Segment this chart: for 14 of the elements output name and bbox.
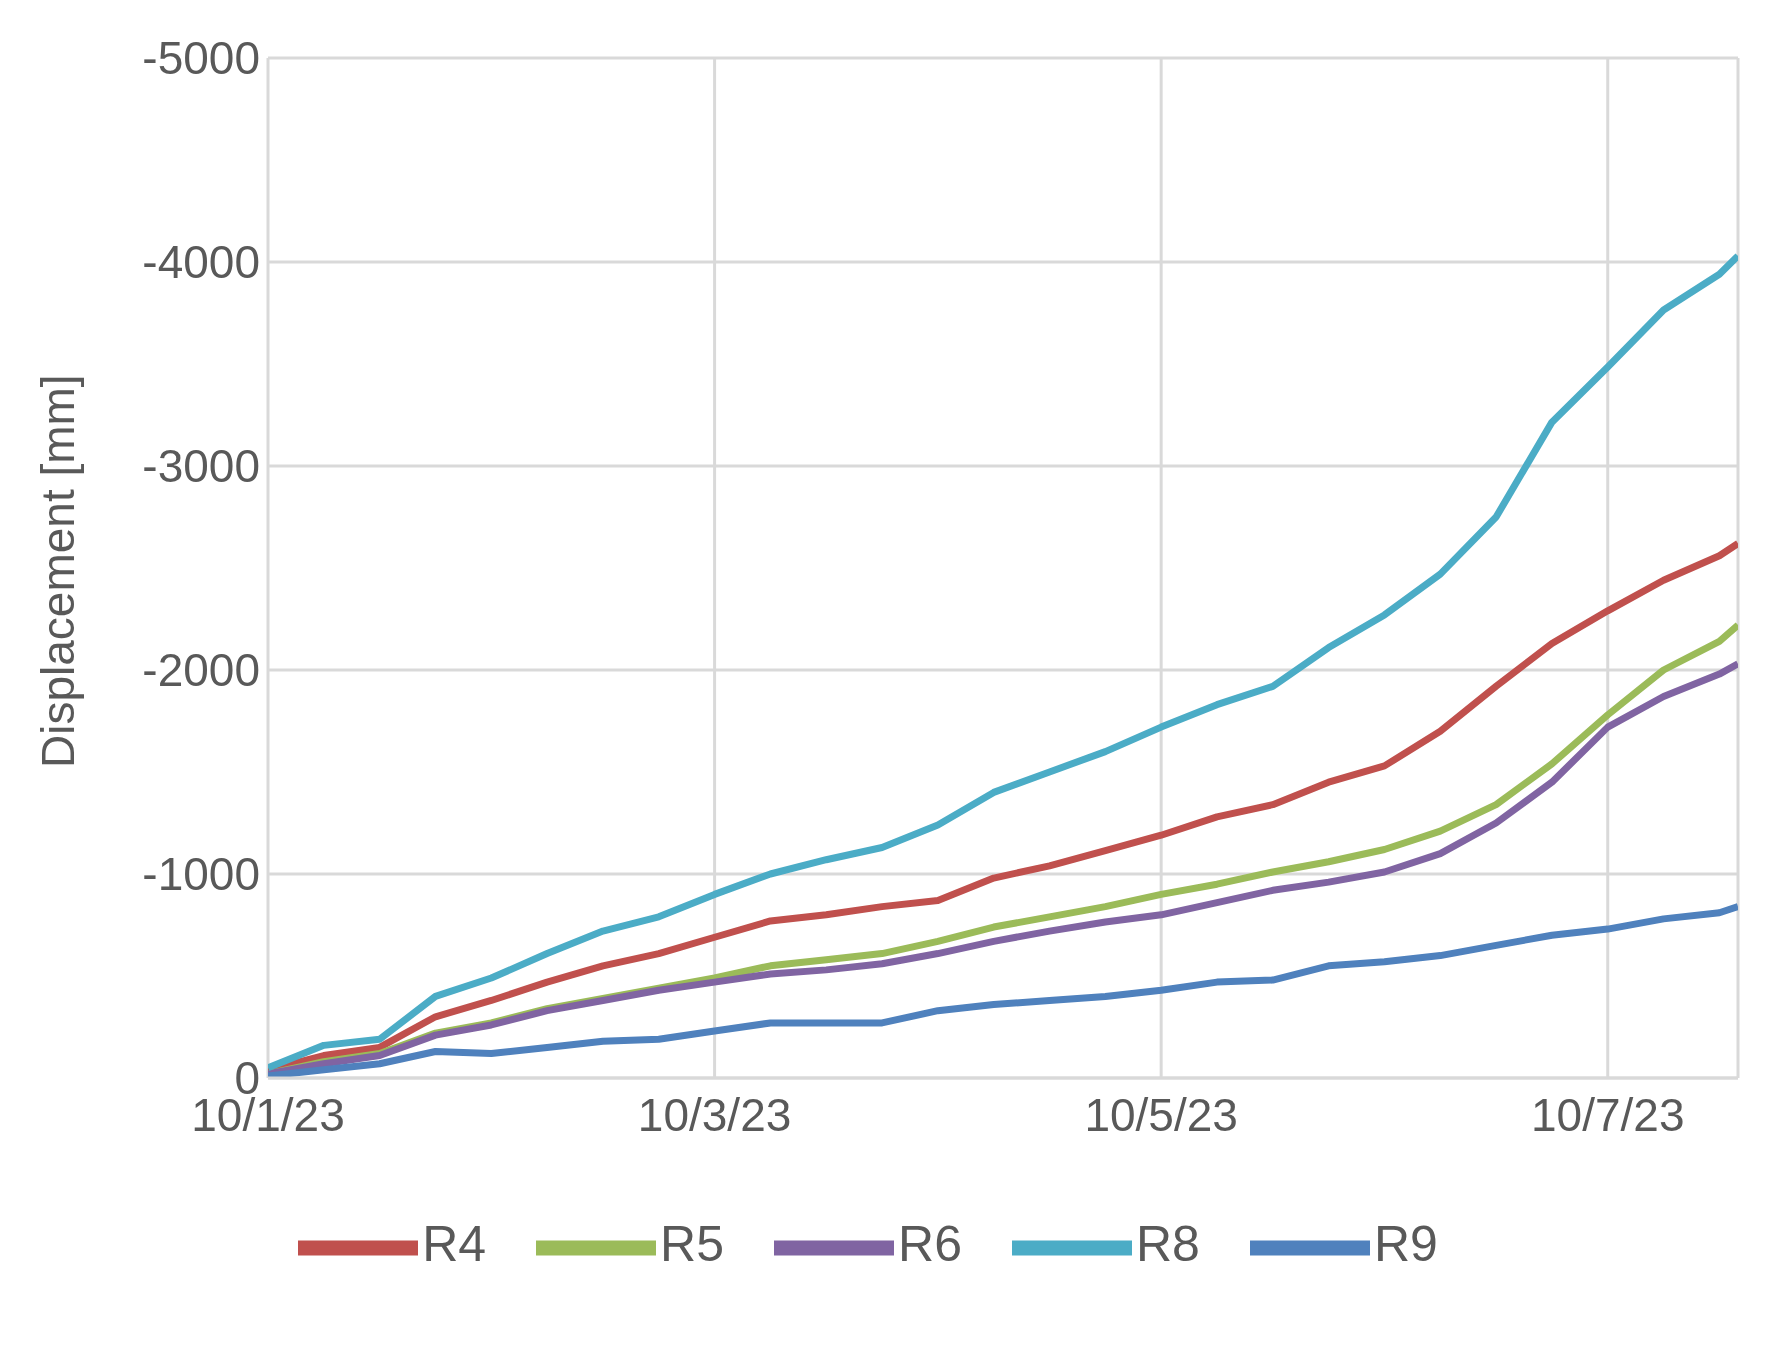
y-tick-label: -4000 <box>142 236 260 289</box>
y-tick-label: -3000 <box>142 440 260 493</box>
legend-label: R5 <box>660 1216 725 1273</box>
x-tick-label: 10/7/23 <box>1531 1088 1685 1141</box>
legend-label: R6 <box>898 1216 962 1273</box>
x-tick-label: 10/3/23 <box>637 1088 792 1141</box>
legend-label: R9 <box>1373 1216 1438 1273</box>
y-tick-label: -2000 <box>142 644 260 697</box>
y-axis-title: Displacement [mm] <box>32 374 85 768</box>
legend-label: R8 <box>1135 1216 1200 1273</box>
x-tick-label: 10/5/23 <box>1084 1088 1238 1141</box>
legend-label: R4 <box>422 1216 487 1273</box>
y-tick-label: -5000 <box>142 32 260 85</box>
y-tick-label: -1000 <box>142 848 260 901</box>
